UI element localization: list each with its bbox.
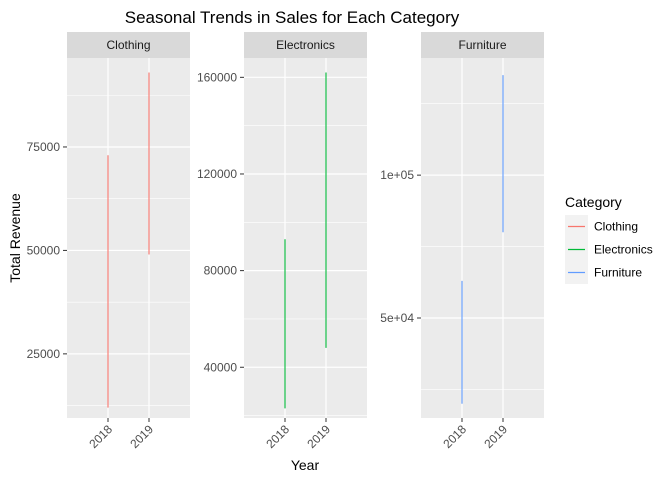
legend-title: Category — [565, 194, 622, 210]
x-axis-label: Year — [291, 457, 320, 473]
y-tick-label-furniture: 1e+05 — [380, 168, 414, 182]
facet-strip-label-electronics: Electronics — [276, 38, 335, 52]
panel-background-clothing — [67, 58, 190, 418]
x-tick-label-clothing: 2018 — [86, 422, 115, 451]
legend-label-electronics: Electronics — [594, 243, 653, 257]
panel-background-furniture — [421, 58, 544, 418]
x-tick-label-electronics: 2019 — [304, 422, 333, 451]
y-tick-label-furniture: 5e+04 — [380, 311, 414, 325]
facet-strip-label-clothing: Clothing — [106, 38, 150, 52]
facet-strip-electronics — [244, 32, 367, 58]
y-tick-label-clothing: 50000 — [27, 243, 61, 257]
y-tick-label-clothing: 75000 — [27, 140, 61, 154]
panel-background-electronics — [244, 58, 367, 418]
y-tick-label-electronics: 80000 — [204, 264, 238, 278]
y-tick-label-electronics: 40000 — [204, 360, 238, 374]
legend-label-furniture: Furniture — [594, 266, 642, 280]
x-tick-label-electronics: 2018 — [263, 422, 292, 451]
legend: Category Clothing Electronics Furniture — [565, 194, 653, 284]
y-axis-label: Total Revenue — [7, 193, 23, 283]
facet-panels: Clothing 25000 50000 75000 2018 2019 Electroni… — [27, 32, 544, 451]
y-tick-label-electronics: 160000 — [197, 70, 237, 84]
facet-strip-furniture — [421, 32, 544, 58]
y-tick-label-electronics: 120000 — [197, 167, 237, 181]
chart-title: Seasonal Trends in Sales for Each Catego… — [125, 8, 460, 27]
x-tick-label-clothing: 2019 — [127, 422, 156, 451]
facet-strip-label-furniture: Furniture — [458, 38, 506, 52]
legend-label-clothing: Clothing — [594, 220, 638, 234]
y-tick-label-clothing: 25000 — [27, 347, 61, 361]
facet-strip-clothing — [67, 32, 190, 58]
x-tick-label-furniture: 2018 — [440, 422, 469, 451]
x-tick-label-furniture: 2019 — [481, 422, 510, 451]
